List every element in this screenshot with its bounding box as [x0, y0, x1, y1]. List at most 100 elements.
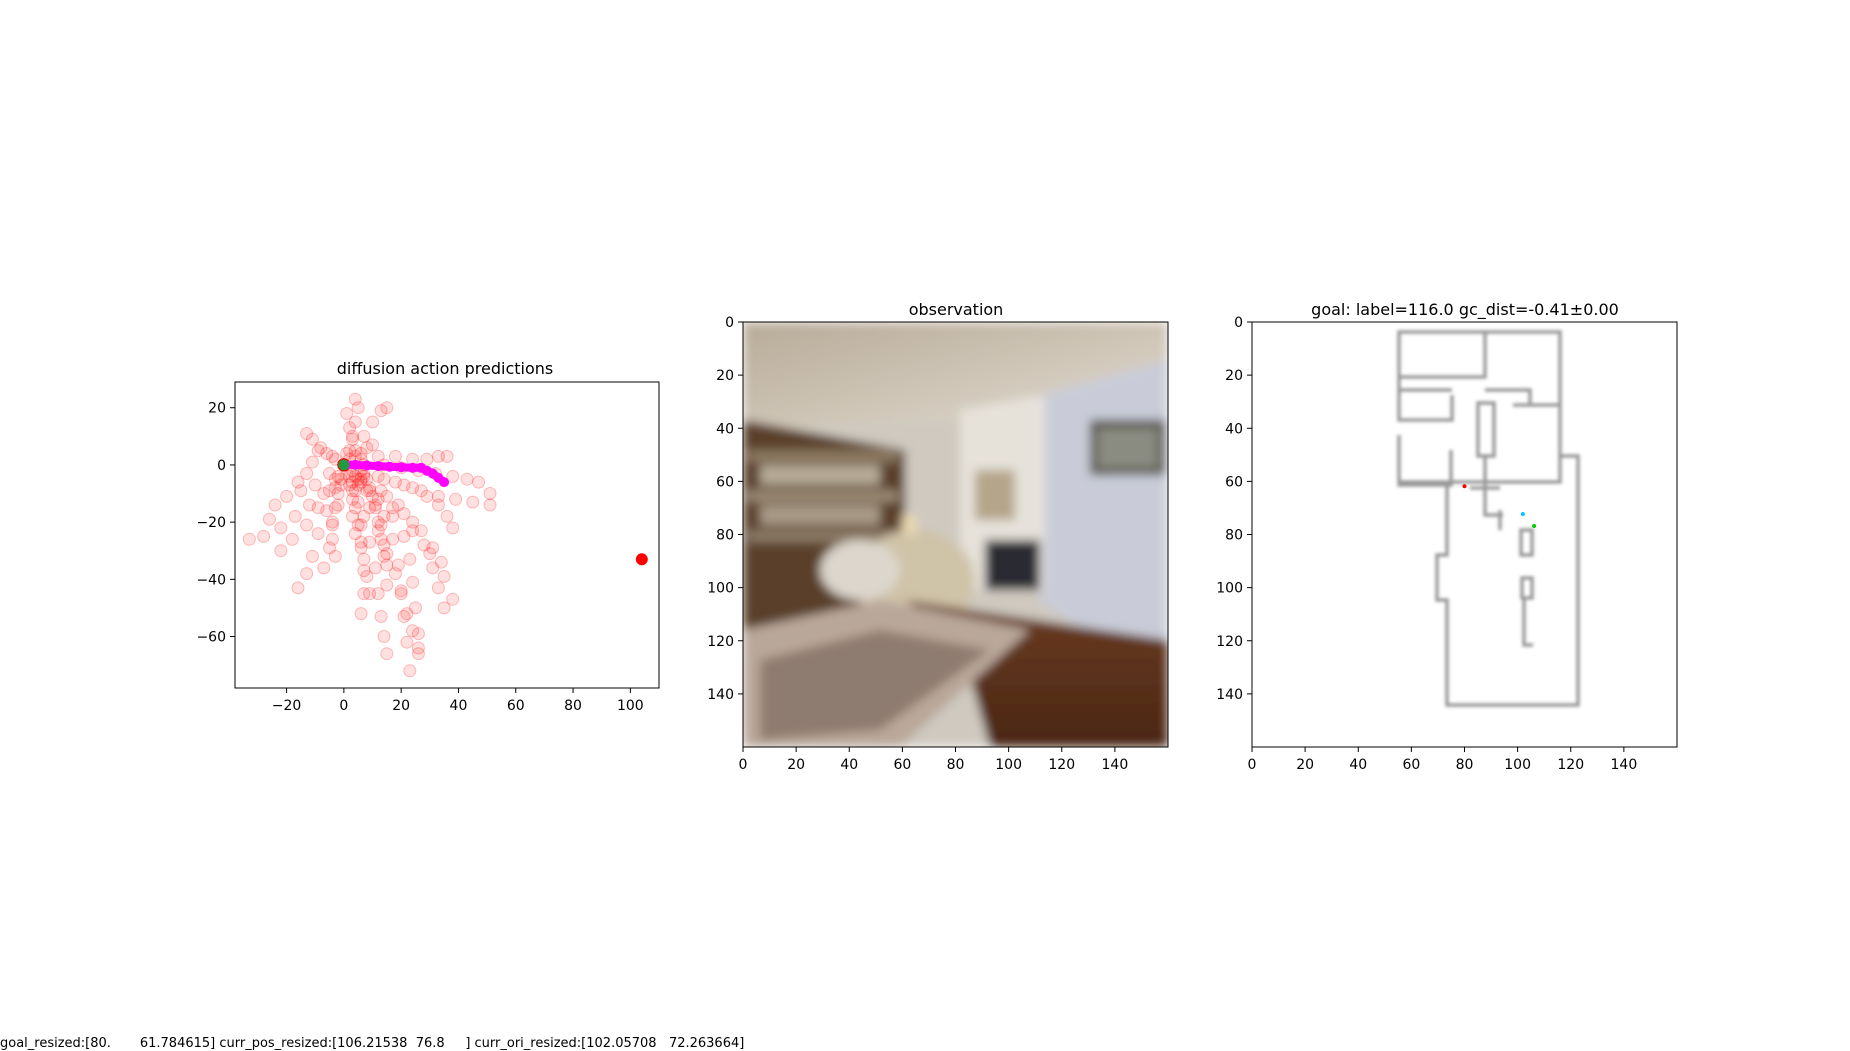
current-position-marker [1520, 512, 1525, 516]
trajectory-sample-point [328, 501, 342, 515]
trajectory-sample-point [360, 570, 374, 583]
y-tick-label: 0 [725, 315, 734, 331]
trajectory-sample-point [291, 581, 305, 595]
y-tick-label: 120 [707, 634, 734, 650]
trajectory-sample-point [371, 515, 385, 529]
x-tick-label: 80 [1456, 757, 1474, 773]
trajectory-sample-point [363, 587, 377, 601]
trajectory-sample-point [274, 521, 288, 535]
trajectory-sample-point [325, 449, 339, 463]
trajectory-sample-point [371, 492, 385, 506]
trajectory-sample-point [351, 478, 365, 492]
x-tick-label: 60 [507, 698, 525, 714]
trajectory-sample-point [360, 441, 374, 455]
trajectory-sample-point [400, 607, 414, 621]
trajectory-sample-point [446, 469, 460, 483]
y-tick-label: 0 [1234, 315, 1243, 331]
trajectory-sample-point [363, 535, 377, 549]
trajectory-sample-point [423, 547, 437, 561]
trajectory-sample-point [354, 518, 368, 532]
y-tick-label: 60 [716, 474, 734, 490]
trajectory-sample-point [328, 481, 342, 495]
trajectory-sample-point [354, 475, 368, 489]
trajectory-sample-point [343, 469, 357, 483]
trajectory-sample-point [357, 587, 371, 601]
trajectory-sample-point [328, 549, 342, 563]
trajectory-sample-point [351, 401, 365, 415]
trajectory-sample-point [380, 647, 394, 661]
x-tick-label: 120 [1557, 757, 1584, 773]
trajectory-sample-point [388, 449, 402, 463]
trajectory-samples [242, 392, 497, 678]
y-tick-label: 60 [1225, 474, 1243, 490]
y-tick-label: 100 [1216, 581, 1243, 597]
y-tick-label: 120 [1216, 634, 1243, 650]
y-tick-label: 140 [1216, 687, 1243, 703]
trajectory-sample-point [483, 487, 497, 500]
trajectory-sample-point [346, 432, 359, 446]
trajectory-sample-point [363, 501, 377, 515]
trajectory-sample-point [354, 607, 368, 621]
mean-action-point [350, 459, 361, 470]
observation-ticks: 0 20 40 60 80 100 120 140 0 20 40 60 80 100 120 140 [707, 315, 1128, 773]
x-tick-label: 0 [739, 757, 748, 773]
trajectory-sample-point [308, 478, 322, 492]
trajectory-sample-point [431, 489, 445, 503]
trajectory-sample-point [346, 484, 359, 498]
trajectory-sample-point [388, 567, 402, 581]
trajectory-sample-point [406, 515, 420, 529]
observation-title: observation [909, 300, 1004, 319]
trajectory-sample-point [411, 641, 425, 655]
y-tick-label: 20 [208, 401, 226, 417]
trajectory-sample-point [320, 447, 334, 460]
trajectory-sample-point [406, 624, 420, 638]
goal-map-markers [1462, 484, 1537, 528]
trajectory-sample-point [446, 521, 460, 535]
trajectory-sample-point [437, 601, 451, 615]
trajectory-sample-point [357, 429, 371, 443]
trajectory-sample-point [303, 498, 316, 512]
trajectory-sample-point [300, 427, 314, 440]
trajectory-sample-point [374, 532, 388, 546]
x-tick-label: 100 [617, 698, 644, 714]
trajectory-sample-point [331, 487, 345, 500]
trajectory-sample-point [374, 404, 388, 418]
trajectory-sample-point [417, 538, 431, 552]
x-tick-label: 40 [450, 698, 468, 714]
x-tick-label: 60 [1402, 757, 1420, 773]
trajectory-sample-point [386, 532, 400, 546]
trajectory-sample-point [346, 492, 359, 506]
trajectory-sample-point [257, 529, 271, 543]
trajectory-sample-point [411, 627, 425, 641]
trajectory-sample-point [368, 501, 382, 515]
trajectory-sample-point [325, 518, 339, 532]
x-tick-label: 140 [1611, 757, 1638, 773]
trajectory-sample-point [334, 478, 348, 492]
trajectory-sample-point [371, 587, 385, 601]
diffusion-title: diffusion action predictions [337, 359, 554, 378]
trajectory-sample-point [391, 498, 405, 512]
trajectory-sample-point [434, 555, 448, 569]
trajectory-sample-point [348, 415, 362, 429]
trajectory-sample-point [411, 647, 425, 661]
trajectory-sample-point [348, 501, 362, 515]
trajectory-sample-point [305, 549, 319, 563]
y-tick-label: 140 [707, 687, 734, 703]
trajectory-sample-point [317, 487, 331, 500]
trajectory-sample-point [397, 610, 411, 623]
trajectory-sample-point [403, 664, 417, 678]
x-tick-label: 60 [893, 757, 911, 773]
trajectory-sample-point [305, 455, 319, 469]
mean-action-point [407, 462, 418, 473]
trajectory-sample-point [331, 498, 345, 512]
trajectory-sample-point [305, 432, 319, 446]
trajectory-sample-point [380, 489, 394, 503]
goal-marker [1462, 484, 1467, 489]
trajectory-sample-point [343, 421, 357, 435]
mean-action-point [373, 461, 384, 472]
trajectory-sample-point [366, 438, 379, 452]
trajectory-sample-point [346, 509, 359, 523]
trajectory-sample-point [311, 527, 325, 541]
trajectory-sample-point [377, 509, 391, 523]
trajectory-sample-point [320, 504, 334, 518]
